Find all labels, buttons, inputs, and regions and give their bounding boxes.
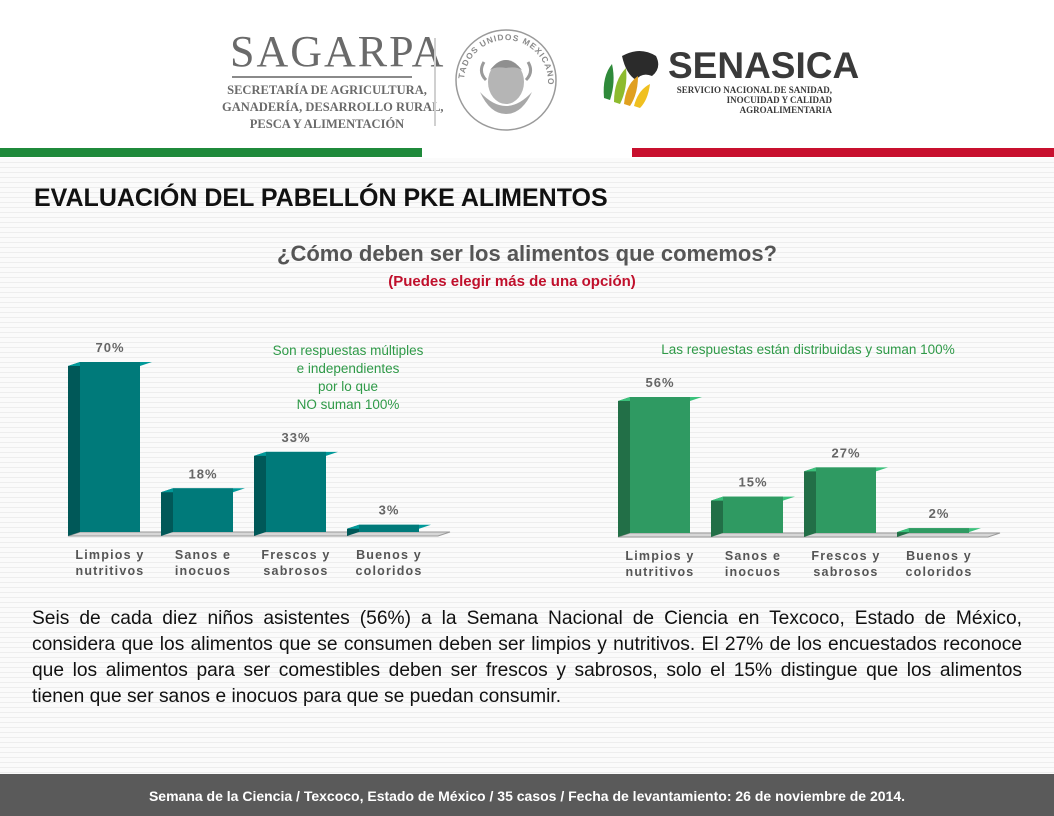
category-label: sabrosos [813,565,878,579]
bar-side [804,467,816,537]
sagarpa-rule [232,76,412,78]
category-label: Sanos e [175,548,231,562]
bar-chart-right-svg: 56% Limpios y nutritivos 15% Sanos e inocuos 2… [617,375,1001,579]
sagarpa-logo: SAGARPA [230,27,446,76]
category-label: coloridos [905,565,972,579]
category-label: nutritivos [76,564,145,578]
sagarpa-line-2: GANADERÍA, DESARROLLO RURAL, [222,100,444,114]
bar-2 [161,488,245,536]
left-note-line-2: e independientes [296,361,400,376]
category-label: Frescos y [261,548,330,562]
sagarpa-line-1: SECRETARÍA DE AGRICULTURA, [227,83,427,97]
bar-chart-left-svg: 70% Limpios y nutritivos 18% Sanos e inocuos 3… [67,340,451,578]
survey-question-note: (Puedes elegir más de una opción) [388,273,636,290]
survey-question: ¿Cómo deben ser los alimentos que comemo… [277,241,777,266]
category-label: Buenos y [906,549,972,563]
bar-front [816,467,876,533]
category-label: inocuos [175,564,231,578]
senasica-line-1: SERVICIO NACIONAL DE SANIDAD, [676,85,832,95]
senasica-line-3: AGROALIMENTARIA [739,105,832,115]
sagarpa-subtitle: SECRETARÍA DE AGRICULTURA, GANADERÍA, DE… [222,82,444,133]
bar-side [161,488,173,536]
bar-4 [897,528,981,537]
senasica-subtitle: SERVICIO NACIONAL DE SANIDAD, INOCUIDAD … [668,85,832,115]
bar-front [909,528,969,533]
data-label: 70% [95,340,124,355]
lined-background [0,158,1054,774]
left-note-line-1: Son respuestas múltiples [272,343,424,358]
category-label: Sanos e [725,549,781,563]
bar-side [618,397,630,537]
bar-chart-distributed-answers: 56% Limpios y nutritivos 15% Sanos e inocuos 2… [590,320,1010,587]
bar-front [630,397,690,533]
right-chart-note: Las respuestas están distribuidas y suma… [661,342,955,357]
senasica-line-2: INOCUIDAD Y CALIDAD [726,95,832,105]
category-label: Buenos y [356,548,422,562]
data-label: 15% [738,475,767,490]
left-note-line-3: por lo que [317,379,379,394]
bar-side [254,451,266,536]
bar-1 [68,362,152,536]
senasica-emblem-icon [603,51,659,108]
bar-4 [347,524,431,536]
header-stripe-green [0,148,422,157]
bar-front [359,524,419,532]
left-chart-note: Son respuestas múltiples e independiente… [240,342,456,414]
category-label: Frescos y [811,549,880,563]
page-title: EVALUACIÓN DEL PABELLÓN PKE ALIMENTOS [34,184,608,212]
category-label: Limpios y [625,549,694,563]
category-label: Limpios y [75,548,144,562]
bar-front [723,496,783,533]
sagarpa-line-3: PESCA Y ALIMENTACIÓN [249,117,405,131]
bar-front [266,451,326,532]
bar-front [80,362,140,532]
data-label: 33% [281,430,310,445]
data-label: 3% [379,503,400,518]
left-note-line-4: NO suman 100% [296,397,400,412]
senasica-logo: SENASICA [668,45,860,86]
bar-chart-multiple-answers: 70% Limpios y nutritivos 18% Sanos e inocuos 3… [40,320,460,587]
footer-text: Semana de la Ciencia / Texcoco, Estado d… [148,788,906,804]
bar-3 [804,467,888,537]
logo-separator [434,38,436,126]
category-label: coloridos [355,564,422,578]
bar-front [173,488,233,532]
data-label: 2% [929,506,950,521]
bar-side [68,362,80,536]
data-label: 27% [831,445,860,460]
category-label: inocuos [725,565,781,579]
bar-2 [711,496,795,537]
bar-3 [254,451,338,536]
category-label: sabrosos [263,564,328,578]
summary-paragraph: Seis de cada diez niños asistentes (56%)… [32,608,1022,707]
bar-side [711,496,723,537]
header-stripe-red [632,148,1054,157]
data-label: 56% [645,375,674,390]
bar-1 [618,397,702,537]
category-label: nutritivos [626,565,695,579]
data-label: 18% [188,466,217,481]
footer-bar: Semana de la Ciencia / Texcoco, Estado d… [0,774,1054,816]
